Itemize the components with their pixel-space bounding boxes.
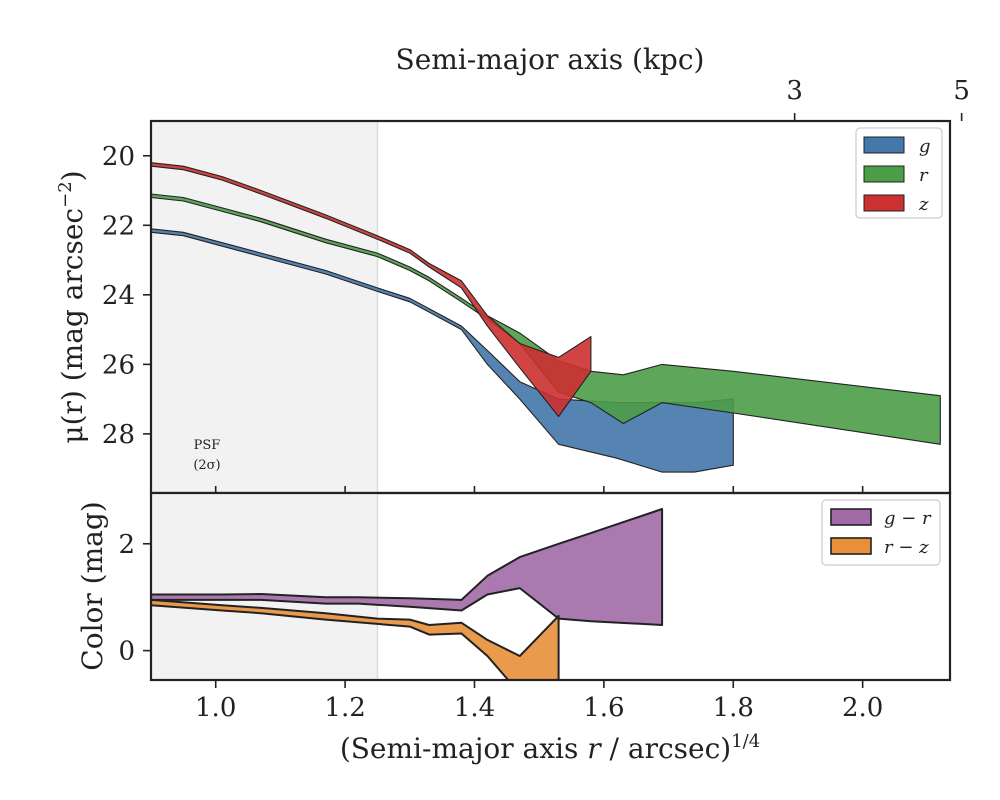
legend-swatch-z [863, 194, 905, 212]
series-band-r [151, 193, 941, 445]
bottom-x-axis-label: (Semi-major axis r / arcsec)1/4 [340, 731, 760, 765]
bottom-legend: g − r r − z [821, 499, 941, 566]
bottom-panel-frame [149, 491, 952, 682]
top-y-tick-label-28: 28 [102, 420, 135, 450]
x-label-italic: r [587, 732, 602, 765]
top-y-tick-label-22: 22 [102, 211, 135, 241]
x-label-sup: 1/4 [731, 731, 760, 752]
bottom-x-tick-label-4: 1.8 [713, 693, 754, 723]
bottom-panel: 02 1.0 1.2 1.4 1.6 1.8 2.0 Color (mag) (Semi-… [76, 491, 952, 765]
legend-swatch-g [863, 136, 905, 154]
x-label-main: (Semi-major axis [340, 732, 587, 765]
top-series-group [151, 162, 941, 473]
kpc-tick-label-5: 5 [953, 76, 970, 106]
bottom-x-tick-label-1: 1.2 [324, 693, 365, 723]
bottom-y-ticks: 02 [118, 530, 151, 667]
bottom-y-axis-label: Color (mag) [76, 501, 109, 670]
series-band-rz [151, 598, 560, 680]
top-y-ticks: 20 22 24 26 28 [102, 142, 151, 450]
bottom-y-tick-label-2: 2 [118, 530, 135, 560]
bottom-psf-region [151, 493, 378, 680]
top-legend: g r z [855, 127, 943, 219]
bottom-x-tick-label-0: 1.0 [195, 693, 236, 723]
series-band-gr [151, 508, 664, 626]
legend-swatch-g-minus-r [830, 508, 872, 526]
top-y-label-main: μ(r) (mag arcsec [56, 208, 89, 444]
top-y-tick-label-24: 24 [102, 281, 135, 311]
kpc-tick-label-3: 3 [786, 76, 803, 106]
legend-label-r-minus-z: r − z [884, 537, 929, 558]
top-y-label-sup: −2 [55, 181, 76, 208]
bottom-x-tick-label-5: 2.0 [842, 693, 883, 723]
bottom-x-ticks: 1.0 1.2 1.4 1.6 1.8 2.0 [195, 680, 883, 723]
bottom-y-tick-label-0: 0 [118, 637, 135, 667]
bottom-x-tick-label-2: 1.4 [454, 693, 495, 723]
psf-label-line2: (2σ) [193, 458, 220, 473]
bottom-x-tick-label-3: 1.6 [583, 693, 624, 723]
legend-label-g-minus-r: g − r [884, 508, 932, 529]
psf-label-line1: PSF [194, 438, 221, 453]
top-y-tick-label-26: 26 [102, 350, 135, 380]
top-y-tick-label-20: 20 [102, 142, 135, 172]
x-label-rest: / arcsec) [601, 732, 732, 765]
top-kpc-ticks: 351020305075 [786, 76, 970, 121]
series-band-z [151, 162, 592, 418]
series-band-g [151, 228, 734, 473]
legend-swatch-r [863, 165, 905, 183]
top-x-minor-ticks [214, 486, 864, 493]
top-psf-region [151, 121, 378, 493]
legend-swatch-r-minus-z [830, 537, 872, 555]
top-y-axis-label: μ(r) (mag arcsec−2) [55, 170, 89, 443]
legend-label-g: g [919, 136, 931, 157]
bottom-series-group [151, 508, 664, 680]
legend-label-z: z [918, 194, 929, 215]
legend-label-r: r [919, 165, 929, 186]
top-axis-label: Semi-major axis (kpc) [396, 43, 705, 76]
top-y-label-close: ) [56, 170, 89, 181]
